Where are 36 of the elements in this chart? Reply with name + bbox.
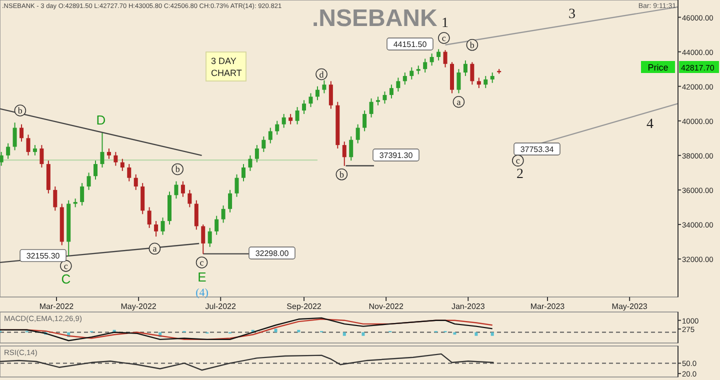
annotation: 37391.30 (379, 151, 414, 160)
chart-title: .NSEBANK (312, 5, 438, 32)
annotation: 3 DAY CHART (211, 56, 242, 78)
x-tick-label: May-2022 (120, 302, 157, 311)
annotation: (4) (196, 286, 209, 299)
annotation: 44151.50 (393, 40, 428, 49)
annotation: c (200, 257, 204, 268)
annotation: C (61, 272, 71, 287)
x-tick-label: Mar-2023 (530, 302, 566, 311)
annotation: 32155.30 (26, 252, 60, 261)
annotation: Price (648, 62, 668, 72)
annotation: c (442, 32, 446, 43)
annotation: d (319, 69, 324, 80)
annotation: c (64, 260, 68, 271)
annotation: 1 (442, 16, 448, 31)
x-tick-label: May-2023 (612, 302, 648, 311)
x-tick-label: Jan-2023 (451, 302, 486, 311)
x-tick-label: Sep-2022 (286, 302, 322, 311)
annotation: 2 (516, 166, 524, 182)
annotation: b (18, 106, 23, 116)
text: 42817.70 (681, 64, 715, 72)
annotation: 4 (646, 116, 654, 132)
annotation: b (339, 169, 344, 180)
annotation: c (516, 156, 520, 166)
x-tick-label: Jul-2022 (205, 302, 237, 311)
annotation: a (152, 244, 157, 254)
annotation: b (175, 164, 180, 174)
annotation: D (96, 112, 106, 128)
x-tick-label: Mar-2022 (39, 302, 74, 311)
annotation: a (456, 96, 461, 107)
annotation: 37753.34 (520, 145, 554, 154)
annotation: E (198, 270, 207, 285)
annotation: b (470, 40, 475, 50)
x-tick-label: Nov-2022 (368, 302, 404, 311)
annotation: 32298.00 (255, 249, 290, 258)
annotation: 3 (568, 6, 576, 22)
